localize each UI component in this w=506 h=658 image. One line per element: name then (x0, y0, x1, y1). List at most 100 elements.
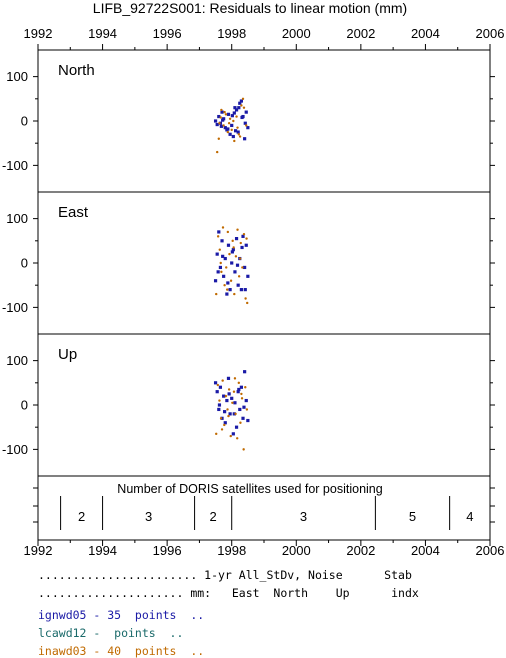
east-point-inawd03-22 (232, 246, 235, 249)
east-point-inawd03-9 (229, 279, 233, 282)
east-point-inawd03-24 (245, 237, 248, 240)
up-point-inawd03-4 (221, 379, 224, 382)
north-point-ignwd05-3 (220, 110, 224, 114)
up-point-inawd03-22 (233, 377, 237, 380)
x-tick-label-top-2004: 2004 (411, 26, 440, 41)
north-point-ignwd05-18 (244, 110, 248, 114)
x-tick-label-bottom-1996: 1996 (153, 543, 182, 558)
up-point-ignwd05-12 (233, 401, 237, 405)
up-point-ignwd05-20 (246, 418, 250, 423)
north-point-inawd03-3 (222, 124, 225, 127)
legend-row-inawd03: inawd03 - 40 points .. (38, 644, 205, 658)
east-point-ignwd05-16 (239, 288, 243, 292)
north-point-ignwd05-7 (226, 112, 231, 116)
up-point-inawd03-3 (219, 417, 223, 420)
east-point-ignwd05-25 (235, 263, 240, 267)
east-point-ignwd05-27 (243, 288, 247, 292)
north-point-inawd03-20 (219, 116, 222, 119)
satellite-count-1: 3 (145, 509, 152, 524)
x-tick-label-top-1992: 1992 (24, 26, 53, 41)
east-point-ignwd05-18 (243, 265, 247, 270)
north-point-ignwd05-15 (239, 99, 243, 103)
east-point-ignwd05-14 (236, 283, 240, 287)
up-point-ignwd05-11 (231, 432, 235, 436)
east-point-ignwd05-23 (226, 281, 230, 285)
east-point-inawd03-17 (242, 232, 246, 236)
up-point-inawd03-10 (231, 401, 234, 404)
north-point-ignwd05-20 (215, 122, 219, 127)
up-point-ignwd05-7 (225, 398, 229, 403)
east-point-inawd03-3 (220, 270, 223, 274)
up-point-ignwd05-19 (244, 398, 248, 403)
north-point-ignwd05-17 (243, 137, 247, 141)
x-tick-label-bottom-2004: 2004 (411, 543, 440, 558)
east-point-ignwd05-8 (226, 243, 231, 247)
east-point-inawd03-12 (234, 255, 238, 258)
up-point-ignwd05-8 (226, 376, 231, 380)
north-point-inawd03-13 (245, 124, 248, 127)
satellite-count-4: 5 (409, 509, 416, 524)
x-tick-label-bottom-2000: 2000 (282, 543, 311, 558)
legend-row-lcawd12: lcawd12 - points .. (38, 626, 184, 640)
up-point-inawd03-7 (226, 408, 229, 411)
north-point-inawd03-19 (241, 97, 245, 101)
up-point-inawd03-20 (220, 428, 224, 431)
east-point-ignwd05-12 (233, 270, 237, 274)
x-tick-label-bottom-2002: 2002 (346, 543, 375, 558)
up-point-inawd03-18 (244, 386, 247, 389)
north-ytick-label-0: 100 (6, 69, 28, 84)
north-point-inawd03-8 (233, 139, 236, 143)
up-point-inawd03-17 (242, 448, 245, 451)
up-point-inawd03-0 (215, 432, 218, 436)
up-point-inawd03-14 (237, 381, 241, 385)
satellite-panel-title: Number of DORIS satellites used for posi… (117, 482, 382, 496)
up-point-ignwd05-13 (234, 425, 239, 429)
x-tick-label-top-2006: 2006 (476, 26, 505, 41)
up-point-ignwd05-10 (230, 396, 234, 400)
north-point-ignwd05-25 (237, 106, 241, 110)
east-point-inawd03-11 (233, 292, 236, 296)
up-point-inawd03-13 (236, 437, 239, 440)
north-point-inawd03-14 (217, 137, 220, 140)
east-point-inawd03-23 (238, 257, 242, 260)
north-point-ignwd05-0 (213, 119, 218, 123)
satellite-count-5: 4 (466, 509, 473, 524)
east-point-inawd03-8 (228, 252, 231, 256)
east-point-inawd03-5 (223, 283, 226, 287)
up-point-ignwd05-5 (222, 394, 226, 398)
east-point-inawd03-13 (236, 228, 239, 231)
east-point-inawd03-19 (246, 301, 249, 305)
north-point-ignwd05-21 (221, 118, 225, 122)
up-point-inawd03-1 (216, 383, 220, 387)
east-point-inawd03-0 (215, 292, 218, 296)
north-point-inawd03-5 (226, 130, 230, 134)
east-point-inawd03-18 (244, 297, 247, 300)
north-point-inawd03-18 (236, 126, 239, 129)
north-point-inawd03-9 (235, 115, 238, 118)
x-tick-label-top-1994: 1994 (88, 26, 117, 41)
north-point-ignwd05-5 (223, 126, 227, 130)
north-point-ignwd05-8 (228, 132, 232, 136)
up-point-inawd03-15 (239, 421, 242, 424)
north-point-inawd03-1 (218, 122, 221, 125)
up-point-ignwd05-3 (218, 385, 223, 389)
east-ytick-label-0: 100 (6, 211, 28, 226)
east-point-inawd03-14 (237, 275, 241, 278)
legend-header-1: ....................... 1-yr All_StDv, N… (38, 568, 412, 582)
satellite-count-2: 2 (210, 509, 217, 524)
north-point-ignwd05-19 (246, 126, 250, 130)
north-point-inawd03-10 (237, 133, 241, 136)
up-point-inawd03-23 (240, 392, 243, 396)
x-tick-label-top-1998: 1998 (217, 26, 246, 41)
north-point-inawd03-4 (224, 113, 228, 116)
east-point-ignwd05-3 (218, 265, 223, 270)
east-point-inawd03-21 (225, 288, 229, 291)
up-point-inawd03-16 (240, 397, 244, 400)
north-point-ignwd05-26 (240, 115, 244, 120)
north-point-inawd03-21 (238, 135, 242, 138)
x-tick-label-bottom-1998: 1998 (217, 543, 246, 558)
north-point-inawd03-6 (228, 117, 232, 120)
up-point-ignwd05-17 (241, 416, 245, 420)
east-point-ignwd05-2 (217, 230, 221, 234)
